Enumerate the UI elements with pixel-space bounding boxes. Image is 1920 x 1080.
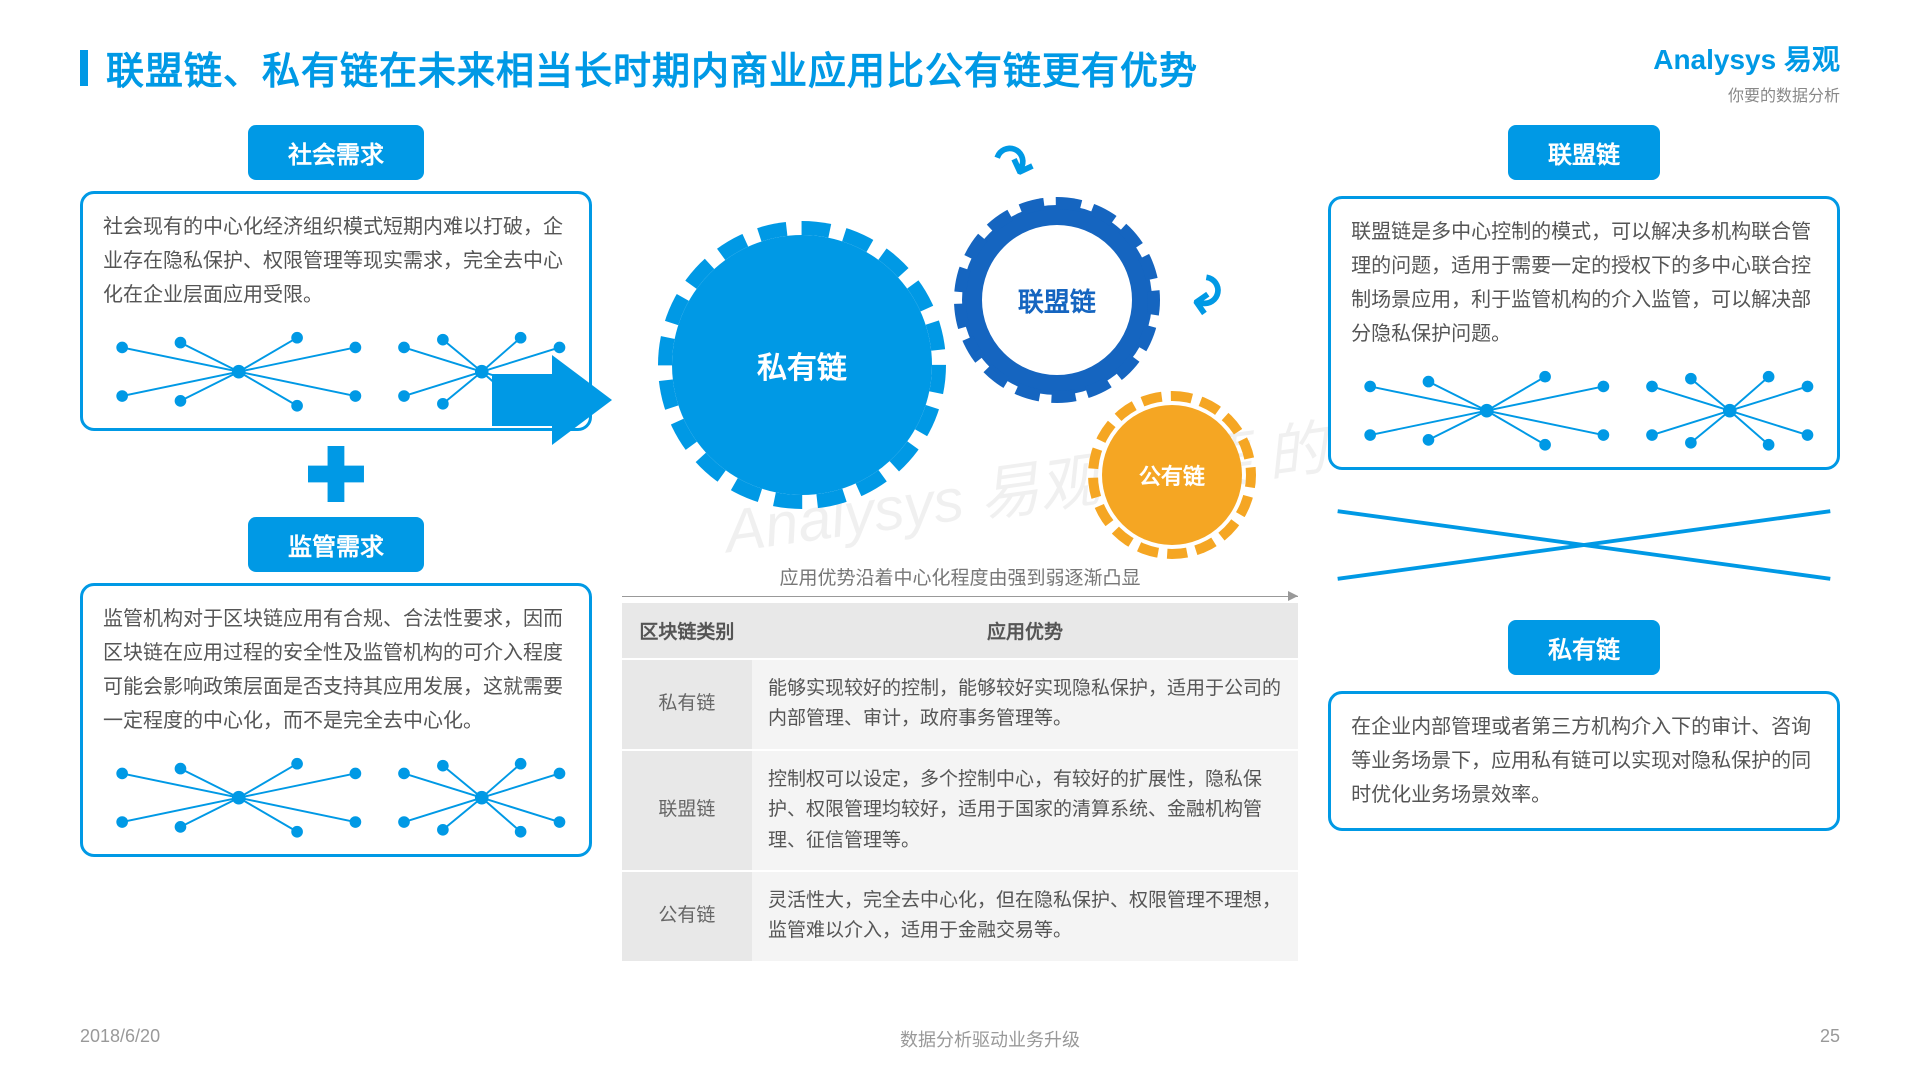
comparison-table: 区块链类别 应用优势 私有链能够实现较好的控制，能够较好实现隐私保护，适用于公司… [622, 603, 1298, 963]
box-body-consortium: 联盟链是多中心控制的模式，可以解决多机构联合管理的问题，适用于需要一定的授权下的… [1331, 199, 1837, 367]
title-accent [80, 50, 88, 86]
box-header-consortium: 联盟链 [1508, 125, 1660, 180]
gear-private: 私有链 [672, 235, 932, 495]
table-caption: 应用优势沿着中心化程度由强到弱逐渐凸显 [622, 563, 1298, 597]
footer: 2018/6/20 数据分析驱动业务升级 25 [0, 1026, 1920, 1052]
title-bar: 联盟链、私有链在未来相当长时期内商业应用比公有链更有优势 [80, 40, 1840, 95]
box-header-private: 私有链 [1508, 620, 1660, 675]
logo-tagline: 你要的数据分析 [1653, 82, 1840, 106]
network-deco-icon [93, 754, 579, 844]
network-deco-icon [1341, 367, 1827, 457]
box-private: 在企业内部管理或者第三方机构介入下的审计、咨询等业务场景下，应用私有链可以实现对… [1328, 691, 1840, 831]
plus-icon [308, 446, 364, 502]
box-consortium: 联盟链是多中心控制的模式，可以解决多机构联合管理的问题，适用于需要一定的授权下的… [1328, 196, 1840, 470]
gear-consortium: 联盟链 [962, 205, 1152, 395]
table-cell: 能够实现较好的控制，能够较好实现隐私保护，适用于公司的内部管理、审计，政府事务管… [752, 659, 1298, 750]
table-cell: 公有链 [622, 871, 752, 962]
left-column: 社会需求 社会现有的中心化经济组织模式短期内难以打破，企业存在隐私保护、权限管理… [80, 125, 592, 945]
gear-public: 公有链 [1102, 405, 1242, 545]
logo-en: Analysys [1653, 44, 1776, 75]
footer-center: 数据分析驱动业务升级 [900, 1026, 1080, 1052]
box-body-private: 在企业内部管理或者第三方机构介入下的审计、咨询等业务场景下，应用私有链可以实现对… [1331, 694, 1837, 828]
table-header-advantage: 应用优势 [752, 603, 1298, 659]
curve-arrow-icon: ↷ [983, 130, 1042, 199]
arrow-right-icon [552, 355, 612, 445]
page-title: 联盟链、私有链在未来相当长时期内商业应用比公有链更有优势 [106, 40, 1198, 95]
table-cell: 私有链 [622, 659, 752, 750]
table-cell: 联盟链 [622, 750, 752, 871]
footer-page: 25 [1820, 1026, 1840, 1052]
box-regulatory-demand: 监管机构对于区块链应用有合规、合法性要求，因而区块链在应用过程的安全性及监管机构… [80, 583, 592, 857]
table-cell: 灵活性大，完全去中心化，但在隐私保护、权限管理不理想，监管难以介入，适用于金融交… [752, 871, 1298, 962]
brand-logo: Analysys 易观 你要的数据分析 [1653, 38, 1840, 106]
right-column: 联盟链 联盟链是多中心控制的模式，可以解决多机构联合管理的问题，适用于需要一定的… [1328, 125, 1840, 945]
logo-cn: 易观 [1784, 44, 1840, 75]
box-body-social: 社会现有的中心化经济组织模式短期内难以打破，企业存在隐私保护、权限管理等现实需求… [83, 194, 589, 328]
table-row: 公有链灵活性大，完全去中心化，但在隐私保护、权限管理不理想，监管难以介入，适用于… [622, 871, 1298, 962]
table-row: 私有链能够实现较好的控制，能够较好实现隐私保护，适用于公司的内部管理、审计，政府… [622, 659, 1298, 750]
divider-lines-icon [1328, 500, 1840, 590]
gears-diagram: ↷ ↷ 私有链 联盟链 公有链 [622, 125, 1298, 555]
table-row: 联盟链控制权可以设定，多个控制中心，有较好的扩展性，隐私保护、权限管理均较好，适… [622, 750, 1298, 871]
table-header-category: 区块链类别 [622, 603, 752, 659]
center-column: ↷ ↷ 私有链 联盟链 公有链 应用优势沿着中心化程度由强到弱逐渐凸显 区块链类… [622, 125, 1298, 945]
footer-date: 2018/6/20 [80, 1026, 160, 1052]
box-body-regulatory: 监管机构对于区块链应用有合规、合法性要求，因而区块链在应用过程的安全性及监管机构… [83, 586, 589, 754]
table-cell: 控制权可以设定，多个控制中心，有较好的扩展性，隐私保护、权限管理均较好，适用于国… [752, 750, 1298, 871]
box-header-regulatory: 监管需求 [248, 517, 424, 572]
box-header-social: 社会需求 [248, 125, 424, 180]
curve-arrow-icon: ↷ [1171, 268, 1235, 319]
table-header-row: 区块链类别 应用优势 [622, 603, 1298, 659]
